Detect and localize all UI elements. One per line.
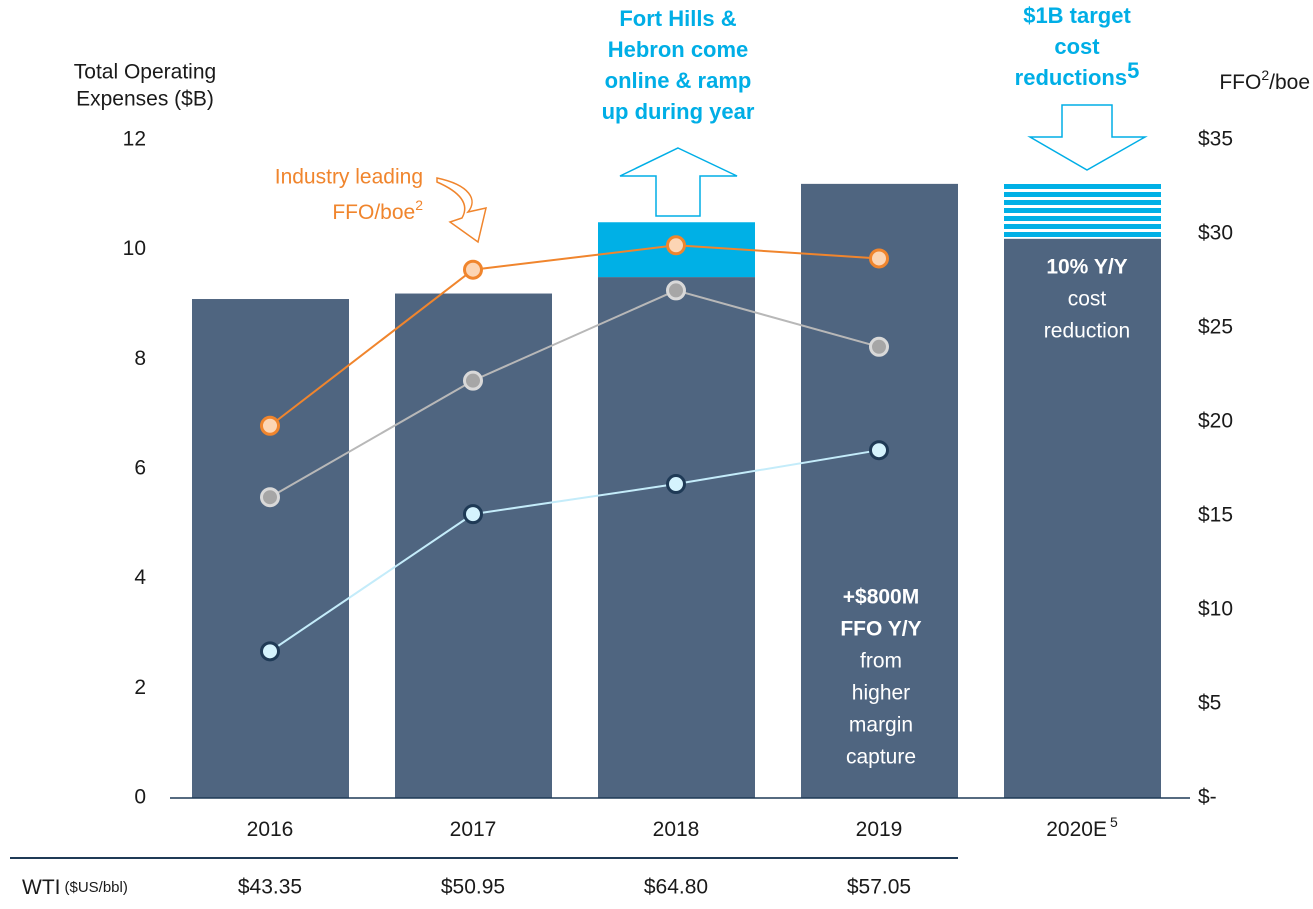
y-axis-title: Total Operating xyxy=(74,61,216,84)
y-tick-label: 8 xyxy=(134,347,146,370)
bar xyxy=(598,277,755,798)
annotation: online & ramp xyxy=(605,68,752,93)
annotation: $1B target xyxy=(1023,3,1131,28)
annotation: Hebron come xyxy=(608,37,749,62)
annotation: Fort Hills & xyxy=(619,6,736,31)
annotation: FFO/boe2 xyxy=(332,197,423,224)
bar xyxy=(801,183,958,798)
up-arrow xyxy=(619,147,738,217)
y2-tick-label: $- xyxy=(1198,786,1217,809)
annotation: reduction xyxy=(1044,320,1130,343)
bar xyxy=(395,293,552,798)
y2-tick-label: $5 xyxy=(1198,692,1221,715)
y-tick-label: 4 xyxy=(134,566,146,589)
y-tick-label: 0 xyxy=(134,786,146,809)
y2-tick-label: $35 xyxy=(1198,128,1233,151)
marker xyxy=(869,248,889,269)
footnote: 5 xyxy=(1110,814,1118,830)
marker xyxy=(260,415,280,436)
y2-tick-label: $20 xyxy=(1198,410,1233,433)
marker xyxy=(666,474,686,495)
marker xyxy=(260,487,280,508)
y-tick-label: 6 xyxy=(134,457,146,480)
y-axis-title: Expenses ($B) xyxy=(76,88,214,111)
annotation: up during year xyxy=(602,99,755,124)
marker xyxy=(666,235,686,256)
marker xyxy=(463,259,483,280)
category: 2019 xyxy=(856,818,903,841)
wti-value: $64.80 xyxy=(644,876,708,899)
category: 2020E xyxy=(1046,818,1107,841)
annotation: 10% Y/Y xyxy=(1046,256,1127,279)
y-tick-label: 12 xyxy=(123,128,146,151)
wti-value: $43.35 xyxy=(238,876,302,899)
line xyxy=(269,449,880,653)
y2-axis-title: FFO2/boe xyxy=(1219,67,1310,94)
annotation: from xyxy=(860,650,902,673)
marker xyxy=(869,336,889,357)
annotation: margin xyxy=(849,714,913,737)
x-tick-label: 2017 xyxy=(450,818,497,841)
y2-tick-label: $10 xyxy=(1198,598,1233,621)
annotation: reductions5 xyxy=(1015,58,1140,90)
x-tick-label: 2019 xyxy=(856,818,903,841)
y-tick-label: 10 xyxy=(123,237,146,260)
down-arrow xyxy=(1027,104,1148,171)
line xyxy=(269,244,880,427)
marker xyxy=(260,641,280,662)
x-tick-label: 2020E 5 xyxy=(1046,814,1118,841)
annotation: capture xyxy=(846,746,916,769)
annotation: Industry leading xyxy=(275,166,423,189)
curved-arrow xyxy=(436,177,488,244)
bar xyxy=(1004,183,1161,239)
marker xyxy=(463,370,483,391)
wti-value: $50.95 xyxy=(441,876,505,899)
marker xyxy=(666,280,686,301)
line xyxy=(269,289,880,499)
category: 2018 xyxy=(653,818,700,841)
annotation: +$800M xyxy=(843,586,919,609)
annotation: higher xyxy=(852,682,910,705)
x-tick-label: 2018 xyxy=(653,818,700,841)
marker xyxy=(869,440,889,461)
annotation: cost xyxy=(1054,34,1100,59)
category: 2016 xyxy=(247,818,294,841)
annotation: cost xyxy=(1068,288,1107,311)
y2-tick-label: $30 xyxy=(1198,222,1233,245)
category: 2017 xyxy=(450,818,497,841)
y-tick-label: 2 xyxy=(134,676,146,699)
annotation: FFO Y/Y xyxy=(840,618,921,641)
wti-value: $57.05 xyxy=(847,876,911,899)
y2-tick-label: $15 xyxy=(1198,504,1233,527)
wti-label: WTI ($US/bbl) xyxy=(22,876,128,899)
bar xyxy=(192,299,349,798)
y2-tick-label: $25 xyxy=(1198,316,1233,339)
bar xyxy=(1004,238,1161,798)
x-tick-label: 2016 xyxy=(247,818,294,841)
marker xyxy=(463,504,483,525)
